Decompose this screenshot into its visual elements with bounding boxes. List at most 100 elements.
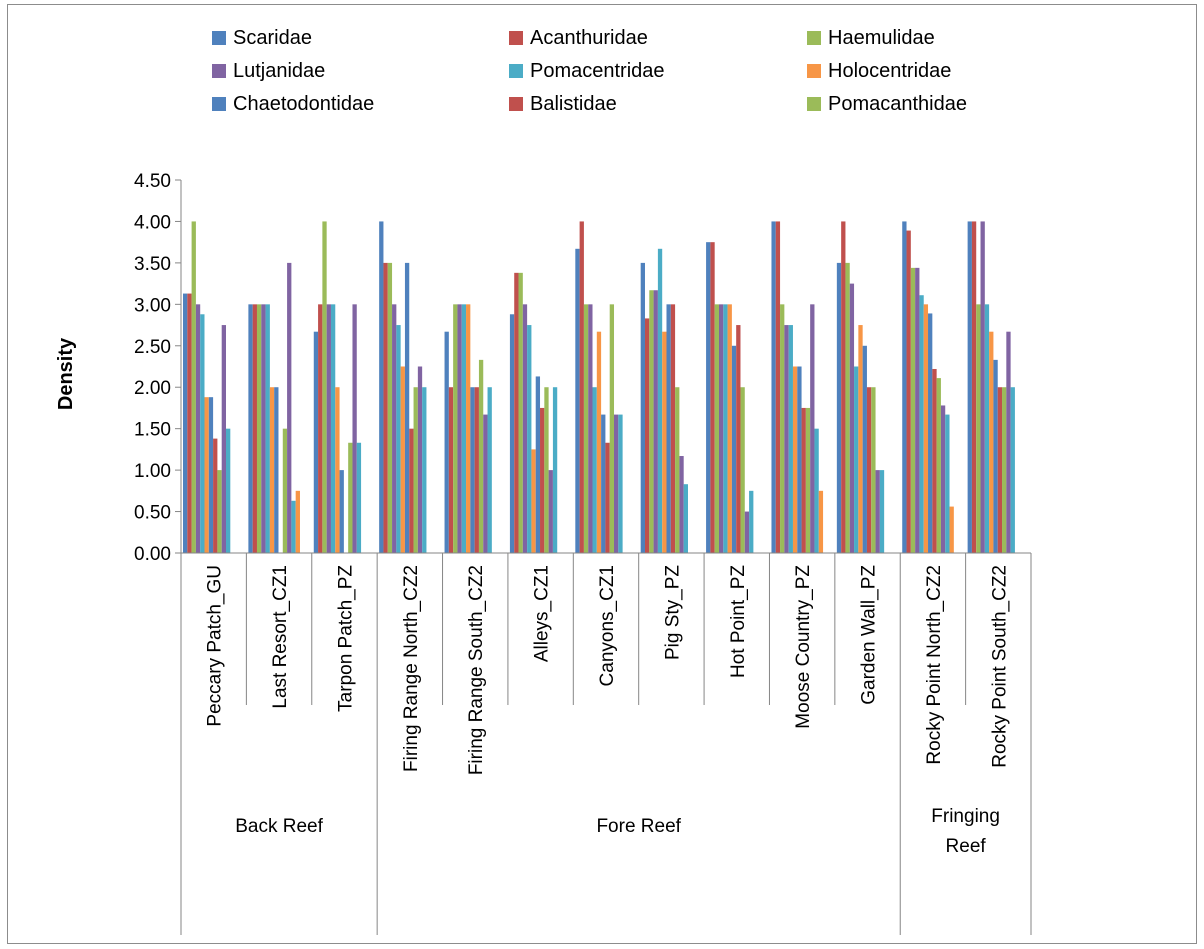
category-label: Peccary Patch_GU (205, 565, 226, 727)
bar-holocentridae-12 (989, 332, 993, 553)
bar-series-11-2 (357, 443, 361, 553)
bar-lutjanidae-5 (523, 304, 527, 553)
bar-acanthuridae-0 (187, 294, 191, 553)
category-label: Firing Range North_CZ2 (401, 565, 422, 772)
bar-acanthuridae-7 (645, 318, 649, 553)
bar-haemulidae-4 (453, 304, 457, 553)
bar-series-10-5 (549, 470, 553, 553)
bar-series-11-3 (422, 387, 426, 553)
bar-chaetodontidae-10 (863, 346, 867, 553)
bar-pomacentridae-8 (723, 304, 727, 553)
category-label: Rocky Point North_CZ2 (924, 565, 945, 765)
bar-lutjanidae-4 (457, 304, 461, 553)
bar-acanthuridae-10 (841, 221, 845, 553)
bar-balistidae-6 (605, 443, 609, 553)
bar-lutjanidae-1 (261, 304, 265, 553)
category-label: Rocky Point South_CZ2 (989, 565, 1010, 768)
bar-lutjanidae-11 (915, 268, 919, 553)
bar-series-10-6 (614, 415, 618, 553)
legend-swatch (807, 97, 821, 111)
category-label: Moose Country_PZ (793, 565, 814, 729)
y-tick-label: 0.00 (134, 544, 171, 565)
bar-acanthuridae-12 (972, 221, 976, 553)
bar-series-10-9 (810, 304, 814, 553)
bar-holocentridae-11 (924, 304, 928, 553)
bar-series-11-5 (553, 387, 557, 553)
y-tick-label: 2.50 (134, 337, 171, 358)
bar-series-10-1 (287, 263, 291, 553)
bar-lutjanidae-6 (588, 304, 592, 553)
category-label: Pig Sty_PZ (662, 565, 683, 660)
legend-label: Acanthuridae (530, 27, 648, 49)
legend-label: Scaridae (233, 27, 312, 49)
category-label: Garden Wall_PZ (859, 565, 880, 705)
bar-series-10-8 (745, 512, 749, 553)
bar-haemulidae-8 (715, 304, 719, 553)
category-label: Tarpon Patch_PZ (336, 565, 357, 712)
bar-lutjanidae-3 (392, 304, 396, 553)
category-label: Hot Point_PZ (728, 565, 749, 678)
bar-holocentridae-7 (662, 332, 666, 553)
legend-label: Chaetodontidae (233, 93, 374, 115)
bar-balistidae-4 (475, 387, 479, 553)
bar-pomacanthidae-0 (217, 470, 221, 553)
bar-series-12-1 (296, 491, 300, 553)
bar-chaetodontidae-9 (797, 367, 801, 554)
bar-chaetodontidae-8 (732, 346, 736, 553)
bar-acanthuridae-5 (514, 273, 518, 553)
bars (183, 221, 1015, 553)
bar-scaridae-0 (183, 294, 187, 553)
bar-chaetodontidae-3 (405, 263, 409, 553)
bar-scaridae-6 (575, 249, 579, 553)
bar-pomacentridae-6 (593, 387, 597, 553)
y-tick-label: 0.50 (134, 503, 171, 524)
bar-lutjanidae-10 (850, 284, 854, 553)
bar-pomacanthidae-1 (283, 429, 287, 553)
category-label: Firing Range South_CZ2 (466, 565, 487, 775)
bar-pomacanthidae-11 (937, 378, 941, 553)
legend-swatch (807, 64, 821, 78)
bar-lutjanidae-8 (719, 304, 723, 553)
y-tick-label: 4.50 (134, 171, 171, 192)
bar-balistidae-0 (213, 439, 217, 553)
bar-scaridae-11 (902, 221, 906, 553)
bar-haemulidae-2 (322, 221, 326, 553)
bar-pomacentridae-11 (919, 295, 923, 553)
bar-holocentridae-1 (270, 387, 274, 553)
bar-acanthuridae-9 (776, 221, 780, 553)
bar-balistidae-9 (802, 408, 806, 553)
bar-pomacanthidae-3 (414, 387, 418, 553)
bar-chaetodontidae-12 (993, 360, 997, 553)
legend-swatch (212, 97, 226, 111)
bar-pomacanthidae-12 (1002, 387, 1006, 553)
bar-pomacentridae-12 (985, 304, 989, 553)
bar-holocentridae-5 (531, 449, 535, 553)
bar-haemulidae-5 (519, 273, 523, 553)
bar-holocentridae-9 (793, 367, 797, 554)
bar-series-11-8 (749, 491, 753, 553)
bar-pomacentridae-1 (266, 304, 270, 553)
y-axis-title: Density (55, 337, 77, 410)
bar-haemulidae-11 (911, 268, 915, 553)
bar-pomacanthidae-9 (806, 408, 810, 553)
bar-balistidae-8 (736, 325, 740, 553)
bar-pomacentridae-2 (331, 304, 335, 553)
bar-balistidae-10 (867, 387, 871, 553)
bar-series-11-7 (684, 484, 688, 553)
legend-swatch (509, 97, 523, 111)
legend-label: Haemulidae (828, 27, 935, 49)
bar-lutjanidae-7 (654, 290, 658, 553)
legend-swatch (212, 64, 226, 78)
category-label: Last Resort_CZ1 (270, 565, 291, 709)
y-tick-label: 4.00 (134, 212, 171, 233)
bar-series-11-1 (291, 501, 295, 553)
legend: Scaridae Acanthuridae Haemulidae Lutjanidae… (212, 27, 967, 115)
bar-scaridae-4 (445, 332, 449, 553)
bar-pomacentridae-9 (789, 325, 793, 553)
bar-pomacentridae-7 (658, 249, 662, 553)
bar-balistidae-5 (540, 408, 544, 553)
y-tick-label: 1.50 (134, 420, 171, 441)
bar-balistidae-12 (998, 387, 1002, 553)
bar-series-12-11 (950, 507, 954, 553)
bar-haemulidae-0 (192, 221, 196, 553)
